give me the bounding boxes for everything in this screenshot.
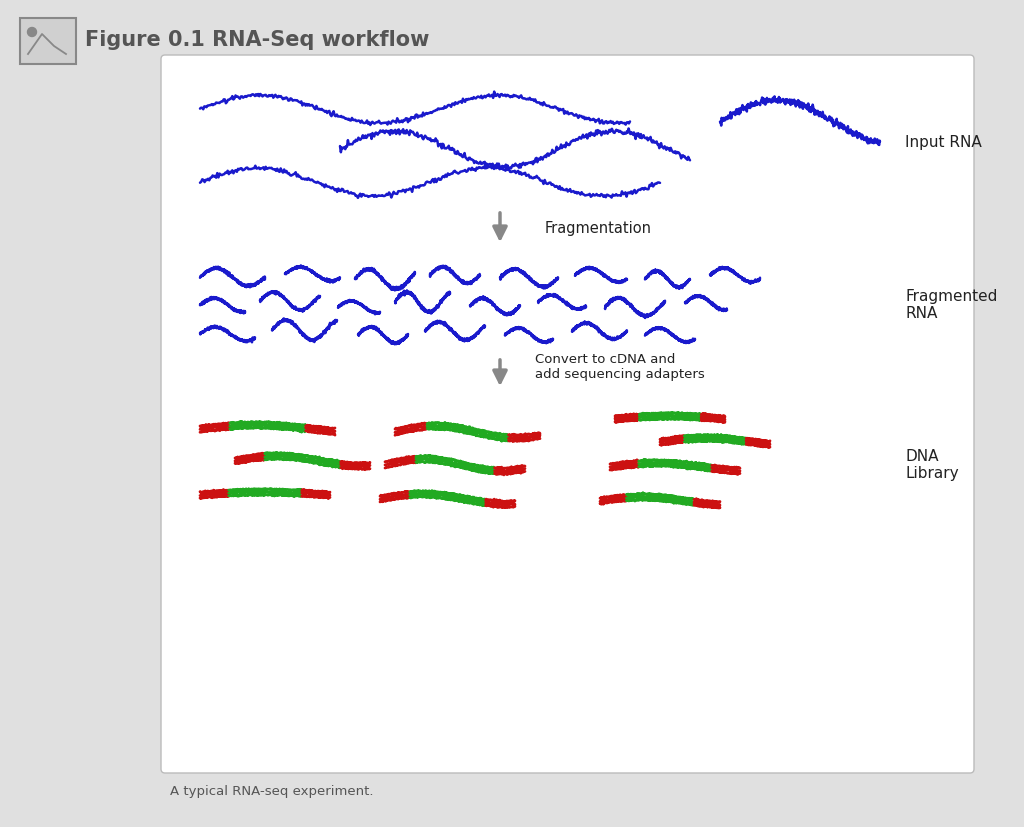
Text: Fragmentation: Fragmentation (545, 222, 652, 237)
FancyBboxPatch shape (20, 18, 76, 64)
FancyBboxPatch shape (161, 55, 974, 773)
Text: A typical RNA-seq experiment.: A typical RNA-seq experiment. (170, 786, 374, 799)
Circle shape (28, 27, 37, 36)
Text: Fragmented
RNA: Fragmented RNA (905, 289, 997, 321)
Text: DNA
Library: DNA Library (905, 449, 958, 481)
Text: Convert to cDNA and
add sequencing adapters: Convert to cDNA and add sequencing adapt… (535, 353, 705, 381)
Text: Figure 0.1 RNA-Seq workflow: Figure 0.1 RNA-Seq workflow (85, 30, 429, 50)
Text: Input RNA: Input RNA (905, 135, 982, 150)
